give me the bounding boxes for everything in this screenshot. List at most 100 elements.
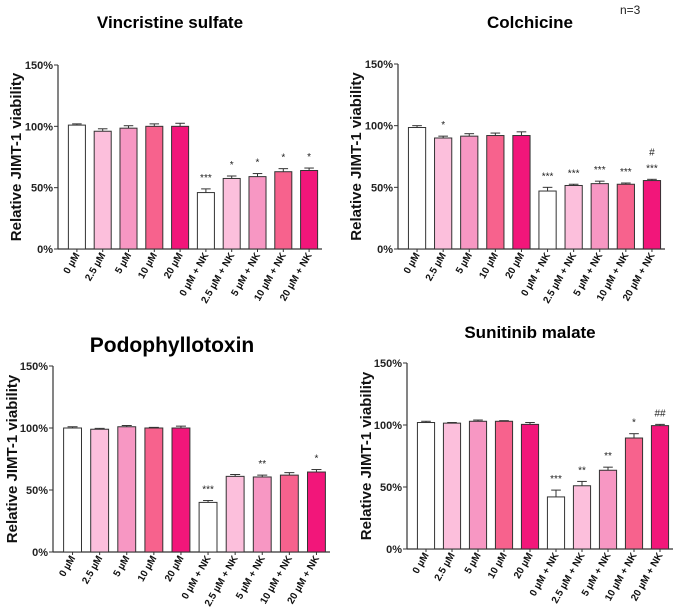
- bar: [171, 427, 191, 553]
- x-tick-label: 2.5 µM: [83, 251, 108, 283]
- y-axis-label: Relative JIMT-1 viability: [348, 72, 365, 241]
- x-tick-label: 5 µM: [112, 554, 133, 579]
- panel-2: Colchicine Relative JIMT-1 viability 0% 50%…: [348, 13, 665, 306]
- y-tick-label: 50%: [371, 182, 393, 194]
- bar: [196, 192, 215, 250]
- bar: [300, 169, 319, 250]
- bar: [144, 427, 164, 553]
- y-tick-label: 50%: [380, 482, 402, 494]
- y-tick-label: 0%: [32, 547, 48, 559]
- x-tick-label: 10 µM: [136, 251, 160, 281]
- y-tick-label: 100%: [25, 121, 53, 133]
- x-tick-label: 20 µM: [504, 251, 528, 281]
- bar: [616, 183, 635, 250]
- bar: [590, 183, 609, 250]
- y-tick-label: 0%: [37, 244, 53, 256]
- bar: [572, 485, 592, 550]
- x-tick-label: 5 µM: [454, 251, 475, 276]
- significance-label: *: [441, 120, 445, 131]
- significance-label: **: [604, 451, 612, 462]
- x-tick-label: 20 µM: [163, 554, 187, 584]
- chart-title: Vincristine sulfate: [97, 13, 243, 32]
- bar: [67, 124, 86, 250]
- bar: [434, 137, 453, 250]
- bar: [564, 184, 583, 250]
- y-tick-label: 50%: [31, 183, 53, 195]
- significance-label: **: [258, 459, 266, 470]
- bar: [274, 171, 293, 250]
- x-tick-label: 0 µM: [402, 251, 423, 276]
- bar: [307, 471, 326, 553]
- panel-3: Podophyllotoxin Relative JIMT-1 viability…: [4, 334, 330, 609]
- y-axis-label: Relative JIMT-1 viability: [8, 72, 25, 241]
- bar: [279, 474, 299, 553]
- x-tick-label: 20 µM: [512, 551, 536, 581]
- bar: [198, 501, 218, 553]
- x-tick-label: 2.5 µM: [433, 551, 458, 583]
- significance-label: *: [256, 158, 260, 169]
- significance-label: *: [281, 153, 285, 164]
- x-tick-label: 0 µM: [62, 251, 83, 276]
- y-axis-label: Relative JIMT-1 viability: [4, 374, 21, 543]
- n-note: n=3: [620, 3, 641, 17]
- bar: [225, 475, 245, 553]
- significance-label: ##: [654, 408, 666, 419]
- x-tick-label: 2.5 µM: [80, 554, 105, 586]
- y-tick-label: 0%: [386, 544, 402, 556]
- y-axis-label: Relative JIMT-1 viability: [358, 371, 375, 540]
- significance-label: *: [314, 454, 318, 465]
- y-tick-label: 150%: [374, 358, 402, 370]
- bar: [512, 135, 531, 250]
- significance-label: ***: [594, 165, 606, 176]
- bar: [486, 135, 505, 250]
- x-tick-label: 20 µM: [162, 251, 186, 281]
- bar: [171, 125, 190, 250]
- x-tick-label: 10 µM: [486, 551, 510, 581]
- chart-title: Colchicine: [487, 13, 573, 32]
- y-tick-label: 0%: [377, 244, 393, 256]
- y-tick-label: 150%: [365, 59, 393, 71]
- y-tick-label: 100%: [365, 121, 393, 133]
- y-tick-label: 100%: [20, 423, 48, 435]
- bar: [252, 476, 272, 553]
- bar: [650, 425, 670, 550]
- bar: [538, 190, 557, 250]
- bar: [145, 125, 164, 250]
- y-tick-label: 50%: [26, 485, 48, 497]
- bar: [442, 422, 462, 550]
- significance-label: *: [307, 152, 311, 163]
- y-tick-label: 150%: [20, 361, 48, 373]
- chart-title: Podophyllotoxin: [90, 334, 254, 357]
- bar: [520, 423, 540, 550]
- significance-label: ***: [620, 167, 632, 178]
- significance-label: #: [649, 147, 655, 158]
- x-tick-label: 10 µM: [136, 554, 160, 584]
- x-tick-label: 0 µM: [57, 554, 78, 579]
- y-tick-label: 100%: [374, 420, 402, 432]
- significance-label: ***: [568, 168, 580, 179]
- x-tick-label: 0 µM: [411, 551, 432, 576]
- bar: [468, 420, 488, 550]
- significance-label: ***: [550, 474, 562, 485]
- bar: [119, 127, 138, 250]
- significance-label: *: [230, 160, 234, 171]
- bar: [222, 177, 241, 250]
- bar: [642, 180, 662, 250]
- significance-label: ***: [646, 163, 658, 174]
- bar: [494, 420, 514, 550]
- bar: [407, 127, 427, 250]
- significance-label: **: [578, 465, 586, 476]
- bar: [624, 437, 644, 550]
- bar: [598, 469, 618, 550]
- x-tick-label: 5 µM: [463, 551, 484, 576]
- panel-4: Sunitinib malate Relative JIMT-1 viabilit…: [358, 323, 673, 606]
- bar: [248, 176, 267, 250]
- x-tick-label: 10 µM: [477, 251, 501, 281]
- significance-label: ***: [542, 171, 554, 182]
- panel-1: Vincristine sulfate Relative JIMT-1 viabi…: [8, 13, 322, 306]
- bar: [93, 130, 112, 250]
- x-tick-label: 5 µM: [113, 251, 134, 276]
- significance-label: ***: [202, 485, 214, 496]
- bar: [63, 427, 82, 553]
